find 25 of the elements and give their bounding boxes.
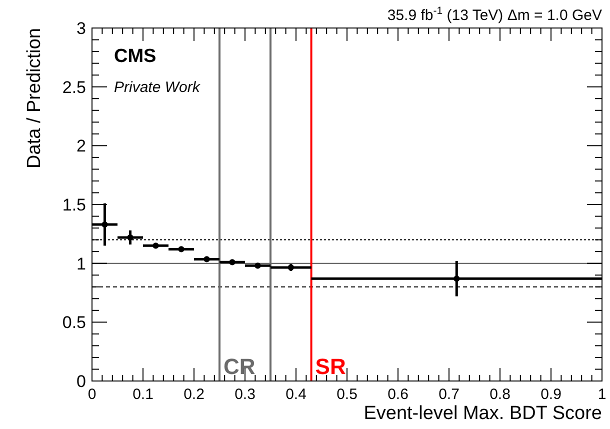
x-tick-label: 0.6 [388, 386, 408, 403]
annotation: Private Work [114, 79, 202, 96]
x-tick-label: 0 [88, 386, 96, 403]
x-tick-label: 1 [598, 386, 606, 403]
ref-line-label: CR [224, 354, 256, 379]
x-tick-label: 0.4 [286, 386, 306, 403]
y-tick-label: 1 [76, 254, 86, 274]
y-tick-label: 2 [76, 136, 86, 156]
chart-title: 35.9 fb$^{-1}$ (13 TeV) Δm = 1.0 GeV [387, 5, 602, 24]
x-tick-label: 0.7 [438, 386, 460, 403]
y-axis-title: Data / Prediction [24, 28, 45, 168]
y-tick-label: 2.5 [62, 78, 86, 97]
x-tick-label: 0.1 [132, 386, 154, 403]
y-tick-label: 3 [76, 19, 86, 38]
ref-line-label: SR [315, 354, 346, 379]
y-tick-label: 0 [76, 372, 86, 391]
x-tick-label: 0.9 [540, 386, 562, 403]
x-tick-label: 0.8 [490, 386, 510, 403]
x-tick-label: 0.2 [184, 386, 204, 403]
x-tick-label: 0.5 [336, 386, 358, 403]
x-tick-label: 0.3 [234, 386, 256, 403]
y-tick-label: 0.5 [62, 313, 86, 332]
x-axis-title: Event-level Max. BDT Score [364, 403, 602, 424]
annotation: CMS [114, 46, 156, 67]
y-tick-label: 1.5 [62, 196, 86, 214]
